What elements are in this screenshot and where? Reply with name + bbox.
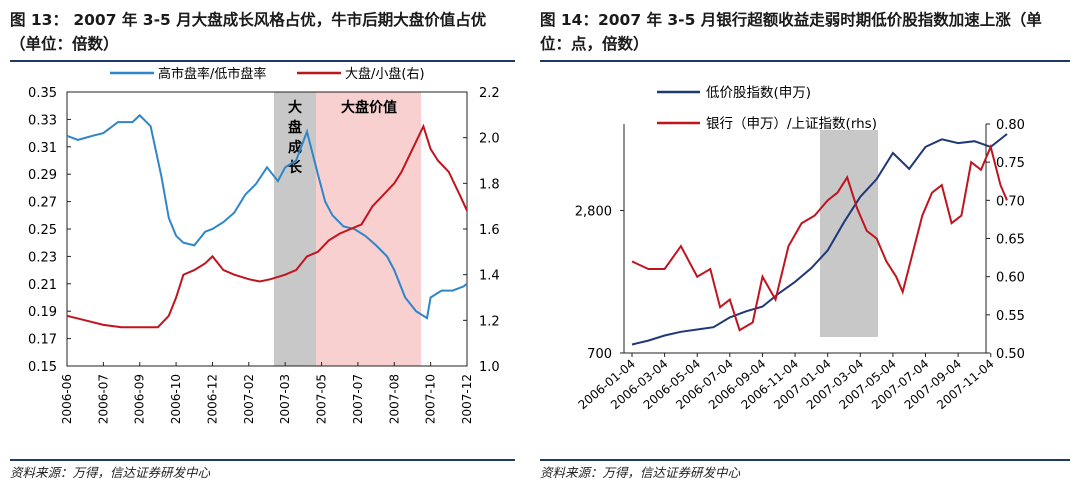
y-right-tick-label: 0.70 <box>996 194 1025 209</box>
chart-panel-2: 图 14：2007 年 3-5 月银行超额收益走弱时期低价股指数加速上涨（单位：… <box>540 0 1080 492</box>
shaded-label: 大盘价值 <box>341 99 397 116</box>
y-left-tick-label: 0.33 <box>28 113 57 128</box>
y-right-tick-label: 0.75 <box>996 156 1025 171</box>
y-left-tick-label: 0.19 <box>28 305 57 320</box>
x-tick-label: 2007-05 <box>315 374 329 424</box>
shaded-band <box>316 92 421 366</box>
source-note: 资料来源：万得，信达证券研发中心 <box>10 465 211 480</box>
shaded-label-char: 成 <box>288 139 302 156</box>
y-left-tick-label: 2,800 <box>575 205 612 220</box>
y-right-tick-label: 1.4 <box>479 269 500 284</box>
series-line-2 <box>66 123 468 329</box>
y-left-tick-label: 0.27 <box>28 196 57 211</box>
y-right-tick-label: 0.65 <box>996 233 1025 248</box>
y-left-tick-label: 700 <box>587 347 612 362</box>
y-right-tick-label: 1.0 <box>479 360 500 375</box>
y-left-tick-label: 0.25 <box>28 223 57 238</box>
y-right-tick-label: 1.2 <box>479 314 500 329</box>
legend-label: 高市盘率/低市盘率 <box>158 66 266 82</box>
chart-title: 图 14：2007 年 3-5 月银行超额收益走弱时期低价股指数加速上涨（单位：… <box>540 11 1042 53</box>
source-note: 资料来源：万得，信达证券研发中心 <box>540 465 741 480</box>
y-right-tick-label: 0.55 <box>996 309 1025 324</box>
y-right-tick-label: 0.60 <box>996 271 1025 286</box>
x-tick-label: 2007-07 <box>351 374 365 424</box>
y-right-tick-label: 0.50 <box>996 347 1025 362</box>
y-right-tick-label: 2.0 <box>479 132 500 147</box>
series-line-2 <box>631 143 1008 332</box>
x-tick-label: 2007-03 <box>278 374 292 424</box>
x-tick-label: 2006-06 <box>60 374 74 424</box>
shaded-band <box>820 130 878 337</box>
y-left-tick-label: 0.31 <box>28 141 57 156</box>
x-tick-label: 2007-08 <box>387 374 401 424</box>
chart-1-svg: 大盘成长大盘价值0.150.170.190.210.230.250.270.29… <box>28 66 500 424</box>
y-right-tick-label: 1.8 <box>479 177 500 192</box>
x-tick-label: 2007-02 <box>242 374 256 424</box>
chart-title: 图 13： 2007 年 3-5 月大盘成长风格占优，牛市后期大盘价值占优（单位… <box>10 11 487 53</box>
shaded-label-char: 大 <box>288 99 302 116</box>
y-left-tick-label: 0.15 <box>28 360 57 375</box>
source-rule <box>540 459 1070 461</box>
series-line-1 <box>66 113 468 320</box>
x-tick-label: 2007-12 <box>460 374 474 424</box>
y-left-tick-label: 0.17 <box>28 333 57 348</box>
x-tick-label: 2006-12 <box>205 374 219 424</box>
series-line-1 <box>631 133 1008 346</box>
y-left-tick-label: 0.23 <box>28 250 57 265</box>
y-right-tick-label: 2.2 <box>479 86 500 101</box>
y-right-tick-label: 0.80 <box>996 118 1025 133</box>
y-left-tick-label: 0.21 <box>28 278 57 293</box>
legend-label: 大盘/小盘(右) <box>345 66 425 82</box>
source-rule <box>10 459 515 461</box>
chart-panel-1: 图 13： 2007 年 3-5 月大盘成长风格占优，牛市后期大盘价值占优（单位… <box>0 0 525 492</box>
y-left-tick-label: 0.35 <box>28 86 57 101</box>
x-tick-label: 2006-07 <box>96 374 110 424</box>
title-rule <box>10 60 515 62</box>
x-tick-label: 2006-10 <box>169 374 183 424</box>
chart-2-svg: 7002,8000.500.550.600.650.700.750.802006… <box>575 85 1025 412</box>
legend-label: 银行（申万）/上证指数(rhs) <box>706 116 877 132</box>
x-tick-label: 2006-09 <box>133 374 147 424</box>
y-right-tick-label: 1.6 <box>479 223 500 238</box>
y-left-tick-label: 0.29 <box>28 168 57 183</box>
title-rule <box>540 60 1070 62</box>
x-tick-label: 2007-10 <box>424 374 438 424</box>
shaded-label-char: 盘 <box>288 119 302 136</box>
legend-label: 低价股指数(申万) <box>706 85 811 101</box>
